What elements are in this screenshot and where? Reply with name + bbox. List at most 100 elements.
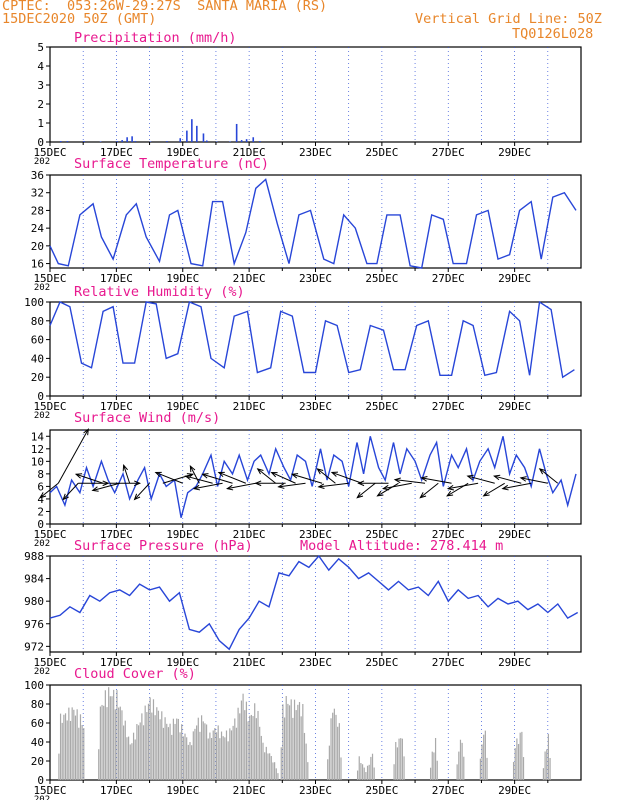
y-tick-label: 0 bbox=[37, 518, 44, 531]
precip-bar bbox=[83, 141, 85, 142]
y-tick-label: 0 bbox=[37, 390, 44, 403]
wind-arrowhead bbox=[357, 480, 365, 487]
cloud-bar bbox=[338, 723, 340, 780]
cloud-bar bbox=[176, 718, 178, 780]
wind-arrow bbox=[185, 475, 213, 484]
cloud-bar bbox=[250, 714, 252, 780]
cloud-bar bbox=[288, 705, 291, 780]
wind-arrowhead bbox=[189, 465, 196, 473]
model-code: TQ0126L028 bbox=[512, 26, 594, 42]
x-tick-label: 17DEC bbox=[100, 528, 133, 541]
y-tick-label: 60 bbox=[31, 717, 44, 730]
x-year-label: 202 bbox=[34, 157, 50, 167]
cloud-bar bbox=[167, 727, 170, 780]
cloud-bar bbox=[463, 756, 465, 780]
cloud-bar bbox=[356, 770, 359, 780]
wind-arrow bbox=[134, 482, 150, 500]
x-tick-label: 25DEC bbox=[365, 272, 398, 285]
cloud-bar bbox=[214, 728, 216, 780]
wind-arrowhead bbox=[201, 473, 209, 479]
precip-bar bbox=[252, 137, 255, 142]
y-tick-label: 100 bbox=[24, 679, 44, 692]
x-tick-label: 23DEC bbox=[299, 272, 332, 285]
wind-arrowhead bbox=[122, 464, 128, 472]
panel-annotation: Model Altitude: 278.414 m bbox=[300, 538, 503, 554]
cloud-bar bbox=[104, 690, 106, 780]
cloud-bar bbox=[267, 753, 269, 780]
cloud-bar bbox=[132, 732, 135, 780]
precip-bar bbox=[149, 141, 152, 142]
cloud-bar bbox=[484, 730, 486, 780]
cloud-bar bbox=[544, 751, 546, 780]
cloud-bar bbox=[262, 742, 264, 780]
x-tick-label: 21DEC bbox=[233, 528, 266, 541]
cloud-bar bbox=[147, 703, 150, 780]
cloud-bar bbox=[177, 718, 179, 780]
wind-arrowhead bbox=[184, 474, 192, 481]
y-tick-label: 976 bbox=[24, 618, 44, 631]
cloud-bar bbox=[189, 742, 191, 780]
cloud-bar bbox=[300, 716, 302, 780]
x-tick-label: 15DEC bbox=[33, 656, 66, 669]
cloud-bar bbox=[517, 743, 520, 780]
wind-arrowhead bbox=[493, 474, 501, 481]
x-tick-label: 27DEC bbox=[432, 656, 465, 669]
y-tick-label: 60 bbox=[31, 334, 44, 347]
wind-arrow bbox=[218, 472, 246, 484]
wind-arrowhead bbox=[356, 492, 364, 499]
cloud-bar bbox=[156, 707, 158, 780]
cloud-bar bbox=[365, 772, 367, 780]
panel-3: 0 20 40 60 80 100 15DEC 17DEC 19DEC 21DEC 23DEC 25D… bbox=[24, 284, 582, 421]
cloud-bar bbox=[361, 764, 364, 780]
precip-bar bbox=[134, 141, 137, 142]
cloud-bar bbox=[297, 704, 299, 780]
cloud-bar bbox=[434, 737, 437, 780]
wind-arrow bbox=[193, 482, 223, 490]
y-tick-label: 20 bbox=[31, 240, 44, 253]
cloud-bar bbox=[106, 707, 108, 780]
cloud-bar bbox=[307, 762, 309, 780]
cloud-bar bbox=[192, 731, 194, 780]
panel-title: Surface Wind (m/s) bbox=[74, 410, 220, 426]
x-tick-label: 15DEC bbox=[33, 784, 66, 797]
x-tick-label: 27DEC bbox=[432, 400, 465, 413]
cloud-bar bbox=[234, 718, 236, 780]
cloud-bar bbox=[358, 756, 360, 780]
panel-5: 972 976 980 984 988 15DEC 17DEC 19DEC 21DEC 23DEC… bbox=[24, 538, 582, 677]
x-tick-label: 19DEC bbox=[166, 146, 199, 159]
panel-title: Precipitation (mm/h) bbox=[74, 30, 237, 46]
cloud-bar bbox=[99, 706, 101, 780]
wind-arrowhead bbox=[134, 480, 142, 487]
cloud-bar bbox=[285, 696, 287, 780]
x-tick-label: 25DEC bbox=[365, 400, 398, 413]
x-tick-label: 19DEC bbox=[166, 528, 199, 541]
cloud-bar bbox=[368, 764, 370, 780]
cloud-bar bbox=[166, 723, 168, 780]
cloud-bar bbox=[215, 732, 218, 780]
x-tick-label: 19DEC bbox=[166, 784, 199, 797]
cloud-bar bbox=[64, 713, 67, 780]
cloud-bar bbox=[303, 732, 306, 780]
cloud-bar bbox=[293, 699, 296, 780]
cloud-bar bbox=[103, 705, 105, 780]
x-tick-label: 23DEC bbox=[299, 400, 332, 413]
cloud-bar bbox=[546, 749, 548, 780]
y-tick-label: 980 bbox=[24, 595, 44, 608]
wind-arrowhead bbox=[330, 471, 338, 477]
x-tick-label: 27DEC bbox=[432, 784, 465, 797]
cloud-bar bbox=[461, 742, 463, 780]
wind-arrow bbox=[257, 468, 276, 484]
wind-arrow bbox=[227, 482, 256, 490]
cloud-bar bbox=[395, 742, 397, 780]
wind-arrow bbox=[271, 472, 296, 484]
y-tick-label: 1 bbox=[37, 117, 44, 130]
x-tick-label: 19DEC bbox=[166, 400, 199, 413]
cloud-bar bbox=[249, 715, 251, 780]
cloud-bar bbox=[137, 725, 140, 780]
cloud-bar bbox=[521, 731, 523, 780]
run-date: 15DEC2020 50Z (GMT) bbox=[2, 11, 157, 27]
y-tick-label: 4 bbox=[37, 60, 44, 73]
cloud-bar bbox=[144, 705, 146, 780]
cloud-bar bbox=[59, 713, 62, 780]
cloud-bar bbox=[269, 753, 271, 780]
